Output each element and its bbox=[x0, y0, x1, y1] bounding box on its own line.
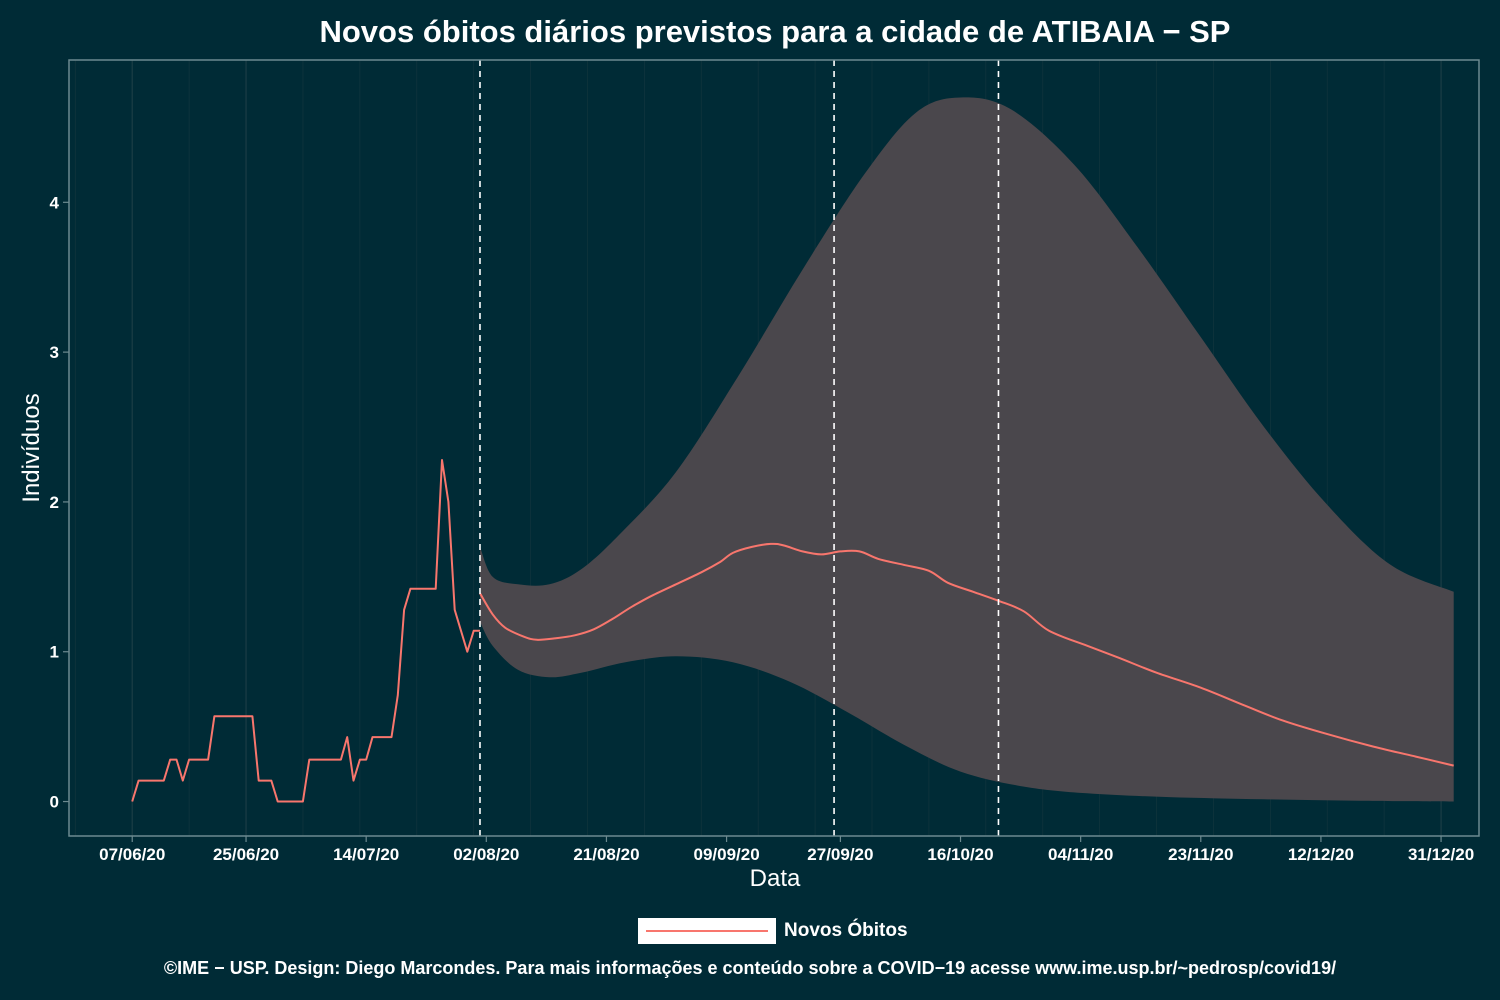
confidence-band bbox=[480, 97, 1454, 802]
x-tick-label: 09/09/20 bbox=[693, 845, 759, 864]
chart-title: Novos óbitos diários previstos para a ci… bbox=[319, 14, 1231, 49]
x-tick-label: 02/08/20 bbox=[453, 845, 519, 864]
legend: Novos Óbitos bbox=[638, 918, 908, 944]
x-tick-label: 04/11/20 bbox=[1048, 845, 1113, 864]
vertical-reference-lines bbox=[479, 60, 1000, 836]
series-line-observed bbox=[131, 459, 480, 803]
series-line-forecast bbox=[479, 542, 1454, 767]
y-tick-label: 0 bbox=[50, 793, 59, 812]
y-tick-label: 4 bbox=[50, 193, 60, 212]
y-tick-label: 1 bbox=[50, 643, 59, 662]
x-tick-label: 14/07/20 bbox=[333, 845, 399, 864]
y-axis-ticks: 0 1 2 3 4 bbox=[50, 193, 69, 812]
caption: ©IME − USP. Design: Diego Marcondes. Par… bbox=[163, 958, 1337, 978]
plot-panel-border bbox=[68, 59, 1480, 837]
y-tick-label: 3 bbox=[50, 343, 59, 362]
y-axis-title: Indivíduos bbox=[18, 393, 45, 503]
x-tick-label: 07/06/20 bbox=[99, 845, 165, 864]
x-tick-label: 16/10/20 bbox=[927, 845, 993, 864]
confidence-band-layer bbox=[480, 97, 1454, 802]
x-tick-label: 23/11/20 bbox=[1168, 845, 1233, 864]
y-tick-label: 2 bbox=[50, 493, 59, 512]
x-tick-label: 27/09/20 bbox=[807, 845, 873, 864]
x-axis-ticks: 07/06/20 25/06/20 14/07/20 02/08/20 21/08/20… bbox=[99, 836, 1474, 864]
x-axis-title: Data bbox=[749, 865, 801, 892]
legend-key bbox=[638, 918, 776, 944]
legend-label: Novos Óbitos bbox=[784, 920, 908, 941]
x-tick-label: 31/12/20 bbox=[1408, 845, 1474, 864]
x-tick-label: 12/12/20 bbox=[1288, 845, 1354, 864]
x-tick-label: 25/06/20 bbox=[213, 845, 279, 864]
x-tick-label: 21/08/20 bbox=[573, 845, 639, 864]
legend-key-line bbox=[646, 930, 768, 932]
series-lines bbox=[131, 459, 1454, 803]
